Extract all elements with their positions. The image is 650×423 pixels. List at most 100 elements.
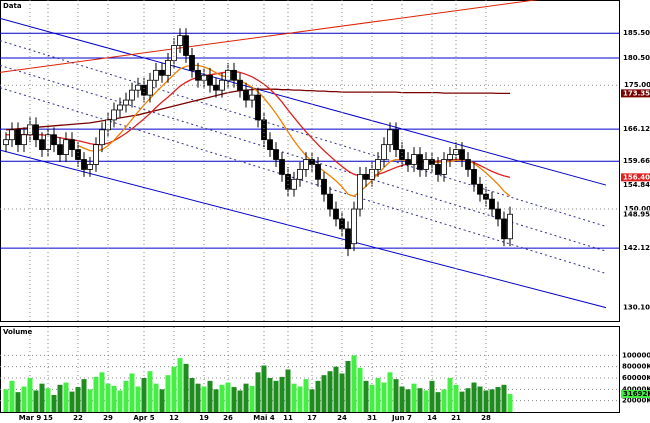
volume-bar	[333, 366, 339, 412]
candle-body	[387, 129, 393, 146]
volume-bar	[63, 382, 69, 412]
x-tick-label: Apr 5	[133, 414, 154, 422]
candle-body	[477, 183, 483, 195]
volume-bar	[375, 378, 381, 412]
volume-bar	[489, 389, 495, 412]
candle-body	[225, 69, 231, 81]
candle-body	[81, 159, 87, 170]
volume-bar	[159, 389, 165, 412]
volume-bar	[15, 392, 21, 412]
volume-bar	[81, 379, 87, 412]
candle-body	[405, 159, 411, 165]
candle-body	[471, 169, 477, 185]
candle-body	[39, 139, 45, 151]
candle-body	[189, 55, 195, 71]
volume-bar	[219, 384, 225, 412]
volume-bar	[393, 379, 399, 412]
volume-bar	[369, 384, 375, 412]
x-tick-label: 12	[169, 414, 179, 422]
candle-body	[177, 35, 183, 46]
volume-bar	[411, 383, 417, 412]
volume-bar	[345, 361, 351, 412]
level-tag	[621, 53, 650, 62]
candle-body	[351, 208, 357, 245]
volume-bar	[111, 385, 117, 412]
candle-body	[495, 208, 501, 220]
level-label: 142.1200	[623, 244, 650, 252]
trend-line	[0, 87, 607, 274]
volume-bar	[9, 380, 15, 412]
candle-body	[93, 144, 99, 165]
volume-bar	[189, 378, 195, 412]
candle-body	[393, 129, 399, 151]
volume-bar	[447, 378, 453, 412]
volume-bar	[291, 383, 297, 412]
candle-body	[147, 79, 153, 96]
candle-body	[57, 144, 63, 155]
volume-bar	[273, 380, 279, 412]
trend-line	[0, 64, 607, 252]
volume-bar	[183, 363, 189, 412]
candle-body	[459, 149, 465, 160]
candle-body	[87, 164, 93, 170]
level-tag	[621, 157, 650, 166]
price-tag	[621, 173, 650, 182]
candle-body	[357, 173, 363, 210]
volume-bar	[315, 380, 321, 412]
plot-area	[0, 0, 620, 309]
volume-bar	[237, 390, 243, 412]
candle-body	[255, 94, 261, 121]
candle-body	[15, 129, 21, 146]
level-tag	[621, 29, 650, 38]
volume-bar	[3, 389, 9, 412]
candle-body	[489, 198, 495, 210]
volume-bar	[93, 376, 99, 412]
volume-bar	[129, 373, 135, 412]
volume-bar	[201, 386, 207, 412]
volume-tag	[621, 390, 650, 399]
x-tick-label: 19	[199, 414, 209, 422]
candle-body	[183, 35, 189, 56]
x-tick-label: 14	[427, 414, 437, 422]
candle-body	[243, 89, 249, 101]
candle-body	[75, 149, 81, 160]
volume-bar	[441, 389, 447, 412]
candle-body	[63, 139, 69, 155]
volume-bar	[357, 367, 363, 412]
candle-body	[141, 84, 147, 96]
candle-body	[261, 119, 267, 141]
candle-body	[501, 218, 507, 240]
volume-bar	[39, 383, 45, 412]
candle-body	[207, 74, 213, 86]
volume-bar	[21, 386, 27, 412]
x-tick-label: 28	[481, 414, 491, 422]
candle-body	[195, 69, 201, 81]
candle-body	[171, 45, 177, 61]
candle-body	[363, 173, 369, 180]
volume-bar	[495, 387, 501, 412]
price-tag	[621, 89, 650, 98]
candle-body	[291, 178, 297, 190]
volume-tick-label: 40000K	[622, 385, 650, 393]
volume-tick-label: 20000K	[622, 397, 650, 405]
trend-tag	[621, 181, 650, 190]
volume-bar	[255, 372, 261, 412]
x-tick-label: 22	[73, 414, 83, 422]
candle-body	[321, 178, 327, 195]
level-label: 180.5000	[623, 54, 650, 62]
volume-bar	[465, 388, 471, 412]
y-tick-label: 150.00	[624, 205, 650, 213]
volume-tag-label: 31692K	[623, 390, 650, 398]
volume-bar	[453, 384, 459, 412]
volume-tick-label: 100000K	[622, 351, 650, 359]
volume-bar	[477, 386, 483, 412]
candle-body	[33, 124, 39, 141]
x-tick-label: 31	[367, 414, 377, 422]
volume-bar	[195, 383, 201, 412]
trend-line	[0, 0, 539, 73]
volume-bar	[105, 383, 111, 412]
trend-line	[0, 40, 607, 227]
volume-bar	[99, 372, 105, 412]
volume-bar	[207, 380, 213, 412]
